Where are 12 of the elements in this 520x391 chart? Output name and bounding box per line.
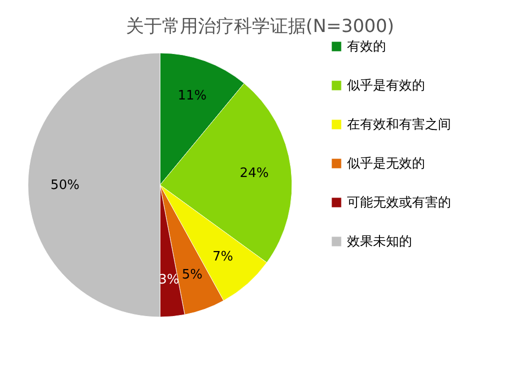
legend-label: 似乎是有效的 <box>347 78 425 94</box>
data-label: 7% <box>212 249 234 264</box>
chart-title: 关于常用治疗科学证据(N=3000) <box>126 16 394 37</box>
legend-label: 有效的 <box>347 40 386 54</box>
legend-label: 在有效和有害之间 <box>347 116 451 132</box>
data-label: 50% <box>50 178 80 193</box>
legend-label: 效果未知的 <box>347 234 412 250</box>
legend-label: 似乎是无效的 <box>347 156 425 172</box>
data-label: 24% <box>240 166 269 182</box>
data-label: 5% <box>182 267 202 282</box>
data-label: 11% <box>178 88 207 104</box>
legend-label: 可能无效或有害的 <box>347 194 451 210</box>
